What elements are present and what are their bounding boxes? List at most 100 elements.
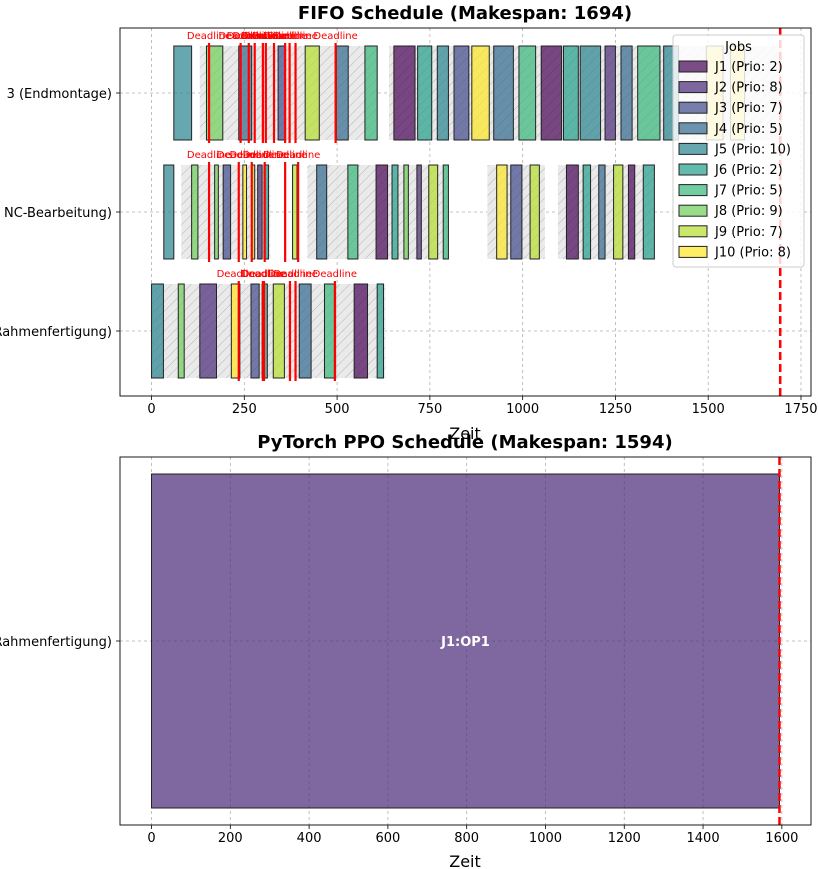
legend-swatch (678, 81, 708, 94)
fifo-task-bar (582, 164, 592, 260)
fifo-task-bar (637, 45, 661, 141)
fifo-task-bar (230, 283, 241, 379)
fifo-task-bar (250, 283, 260, 379)
fifo-ytick-label: (Rahmenfertigung) (0, 325, 112, 340)
legend-entry: J2 (Prio: 8) (714, 81, 783, 96)
fifo-deadline-label: Deadline (218, 31, 262, 42)
legend-swatch (678, 204, 708, 217)
fifo-deadline-label: Deadline (244, 31, 288, 42)
fifo-deadline-label: Deadline (313, 31, 357, 42)
fifo-task-bar (347, 164, 359, 260)
fifo-task-bar (391, 164, 399, 260)
fifo-task-bar (565, 164, 579, 260)
fifo-xtick-label: 1000 (506, 402, 539, 417)
fifo-task-bar (173, 45, 193, 141)
fifo-deadline-label: Deadline (187, 150, 231, 161)
legend-entry: J4 (Prio: 5) (714, 122, 783, 137)
fifo-task-bar (562, 45, 579, 141)
legend-swatch (678, 60, 708, 73)
fifo-xtick-label: 250 (232, 402, 257, 417)
fifo-task-bar (510, 164, 523, 260)
legend-entry: J7 (Prio: 5) (714, 184, 783, 199)
fifo-task-bar (242, 164, 248, 260)
ppo-xtick-label: 0 (147, 831, 155, 846)
ppo-xtick-label: 600 (375, 831, 400, 846)
fifo-task-bar (417, 45, 433, 141)
fifo-task-bar (604, 45, 616, 141)
fifo-task-bar (529, 164, 540, 260)
ppo-xtick-label: 800 (454, 831, 479, 846)
fifo-title: FIFO Schedule (Makespan: 1694) (298, 3, 632, 24)
legend-swatch (678, 122, 708, 135)
fifo-task-bar (335, 45, 349, 141)
fifo-task-bar (364, 45, 378, 141)
ppo-task-bar (151, 473, 780, 809)
fifo-idle-region (151, 284, 386, 378)
fifo-task-bar (151, 283, 164, 379)
legend-swatch (678, 101, 708, 114)
legend-entry: J1 (Prio: 2) (714, 60, 783, 75)
fifo-task-bar (598, 164, 606, 260)
fifo-task-bar (292, 164, 298, 260)
ppo-xtick-label: 1000 (529, 831, 562, 846)
legend-title: Jobs (724, 40, 752, 55)
fifo-xtick-label: 1250 (599, 402, 632, 417)
fifo-deadline-label: Deadline (187, 31, 231, 42)
fifo-task-bar (191, 164, 199, 260)
fifo-task-bar (214, 164, 219, 260)
fifo-xlabel: Zeit (449, 424, 481, 443)
fifo-task-bar (493, 45, 514, 141)
fifo-task-bar (177, 283, 185, 379)
fifo-deadline-label: Deadline (267, 31, 311, 42)
fifo-deadline-label: Deadline (217, 150, 261, 161)
ppo-ytick-label: (Rahmenfertigung) (0, 635, 112, 650)
fifo-task-bar (642, 164, 655, 260)
fifo-task-bar (613, 164, 624, 260)
fifo-task-bar (316, 164, 328, 260)
fifo-deadline-label: Deadline (227, 31, 271, 42)
fifo-chart: FIFO Schedule (Makespan: 1694) DeadlineD… (0, 3, 818, 443)
fifo-deadline-label: Deadline (243, 150, 287, 161)
legend-swatch (678, 225, 708, 238)
fifo-task-bar (272, 283, 285, 379)
fifo-deadline-label: Deadline (273, 31, 317, 42)
legend-swatch (678, 245, 708, 258)
ppo-xtick-label: 1200 (608, 831, 641, 846)
fifo-xtick-label: 750 (417, 402, 442, 417)
fifo-task-bar (453, 45, 470, 141)
fifo-xtick-label: 1750 (784, 402, 817, 417)
fifo-xtick-label: 0 (147, 402, 155, 417)
fifo-task-bar (205, 45, 224, 141)
fifo-deadline-label: Deadline (242, 269, 286, 280)
ppo-chart: PyTorch PPO Schedule (Makespan: 1594) J1… (0, 432, 812, 869)
fifo-task-bar (353, 283, 369, 379)
fifo-xtick-label: 1500 (692, 402, 725, 417)
fifo-task-bar (471, 45, 490, 141)
legend-entry: J3 (Prio: 7) (714, 101, 783, 116)
fifo-deadlines: DeadlineDeadlineDeadlineDeadlineDeadline… (187, 31, 358, 381)
fifo-deadline-label: Deadline (313, 269, 357, 280)
fifo-task-bar (428, 164, 439, 260)
fifo-task-bar (579, 45, 602, 141)
fifo-ytick-label: NC-Bearbeitung) (4, 206, 112, 221)
ppo-xlabel: Zeit (449, 852, 481, 869)
legend-swatch (678, 163, 708, 176)
fifo-task-bar (436, 45, 449, 141)
legend-entry: J5 (Prio: 10) (714, 142, 791, 157)
legend-entry: J9 (Prio: 7) (714, 225, 783, 240)
fifo-deadline-label: Deadline (273, 269, 317, 280)
fifo-deadline-label: Deadline (263, 31, 307, 42)
fifo-deadline-label: Deadline (217, 269, 261, 280)
fifo-xtick-label: 500 (325, 402, 350, 417)
fifo-task-bar (393, 45, 416, 141)
legend-entry: J6 (Prio: 2) (714, 163, 783, 178)
fifo-task-bar (518, 45, 537, 141)
legend-entry: J8 (Prio: 9) (714, 204, 783, 219)
fifo-task-bar (627, 164, 636, 260)
ppo-title: PyTorch PPO Schedule (Makespan: 1594) (257, 432, 672, 453)
fifo-task-bar (620, 45, 633, 141)
fifo-task-bar (222, 164, 232, 260)
fifo-ytick-label: 3 (Endmontage) (7, 87, 112, 102)
fifo-task-bar (442, 164, 449, 260)
